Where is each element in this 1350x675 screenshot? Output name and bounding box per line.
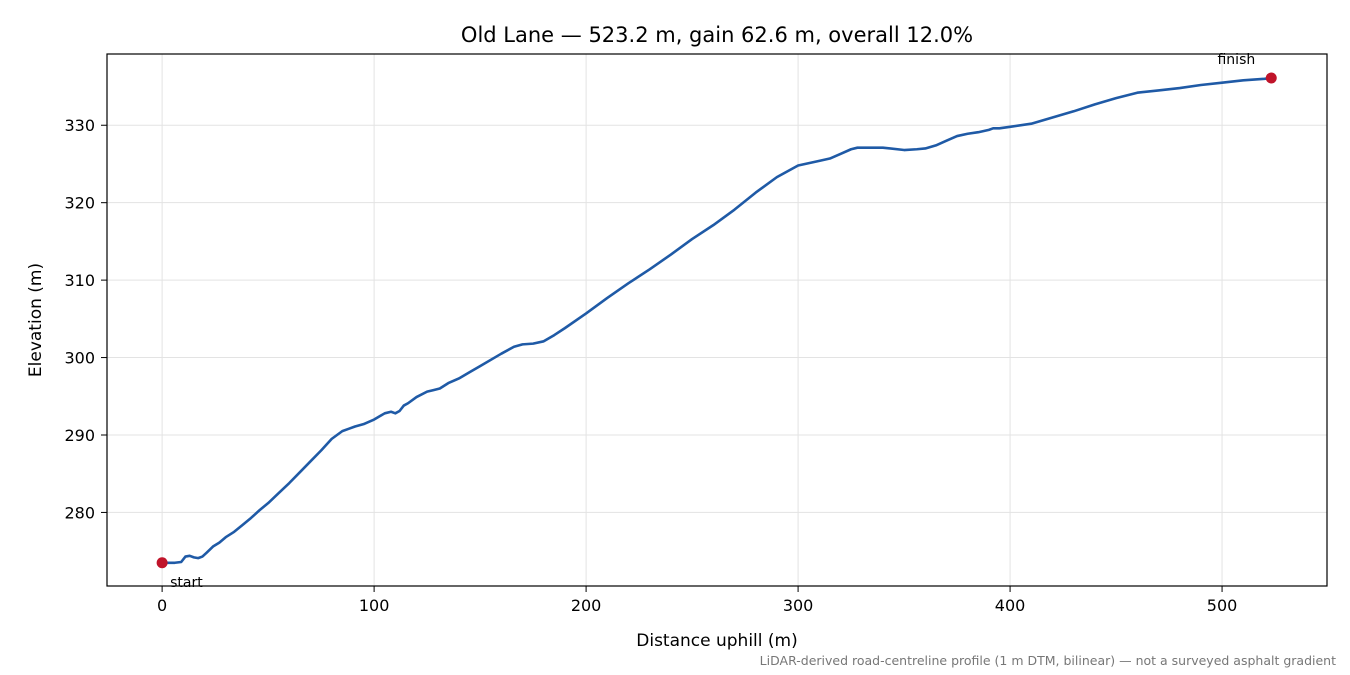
x-tick-label: 0 <box>157 596 167 615</box>
start-marker <box>156 557 168 569</box>
start-label: start <box>170 575 203 591</box>
y-tick-label: 300 <box>64 349 95 368</box>
marker-layer: start finish <box>156 52 1277 591</box>
x-axis-label: Distance uphill (m) <box>636 631 797 651</box>
x-tick-label: 500 <box>1207 596 1238 615</box>
finish-label: finish <box>1217 52 1255 68</box>
finish-marker <box>1265 72 1277 84</box>
x-tick-label: 200 <box>571 596 602 615</box>
series-layer <box>160 76 1273 565</box>
y-tick-label: 290 <box>64 426 95 445</box>
x-tick-label: 300 <box>783 596 814 615</box>
y-tick-label: 310 <box>64 271 95 290</box>
plot-frame <box>106 53 1328 587</box>
x-tick-label: 100 <box>359 596 390 615</box>
axis-ticks: 0 100 200 300 400 500 280 290 300 310 320 330 <box>64 116 1237 615</box>
y-axis-label: Elevation (m) <box>26 263 46 377</box>
grid-lines <box>107 54 1327 586</box>
y-tick-label: 320 <box>64 194 95 213</box>
y-tick-label: 330 <box>64 116 95 135</box>
y-tick-label: 280 <box>64 503 95 522</box>
chart-footnote: LiDAR-derived road-centreline profile (1… <box>760 653 1336 668</box>
x-tick-label: 400 <box>995 596 1026 615</box>
elevation-line <box>160 76 1273 565</box>
chart-title: Old Lane — 523.2 m, gain 62.6 m, overall… <box>461 23 973 47</box>
